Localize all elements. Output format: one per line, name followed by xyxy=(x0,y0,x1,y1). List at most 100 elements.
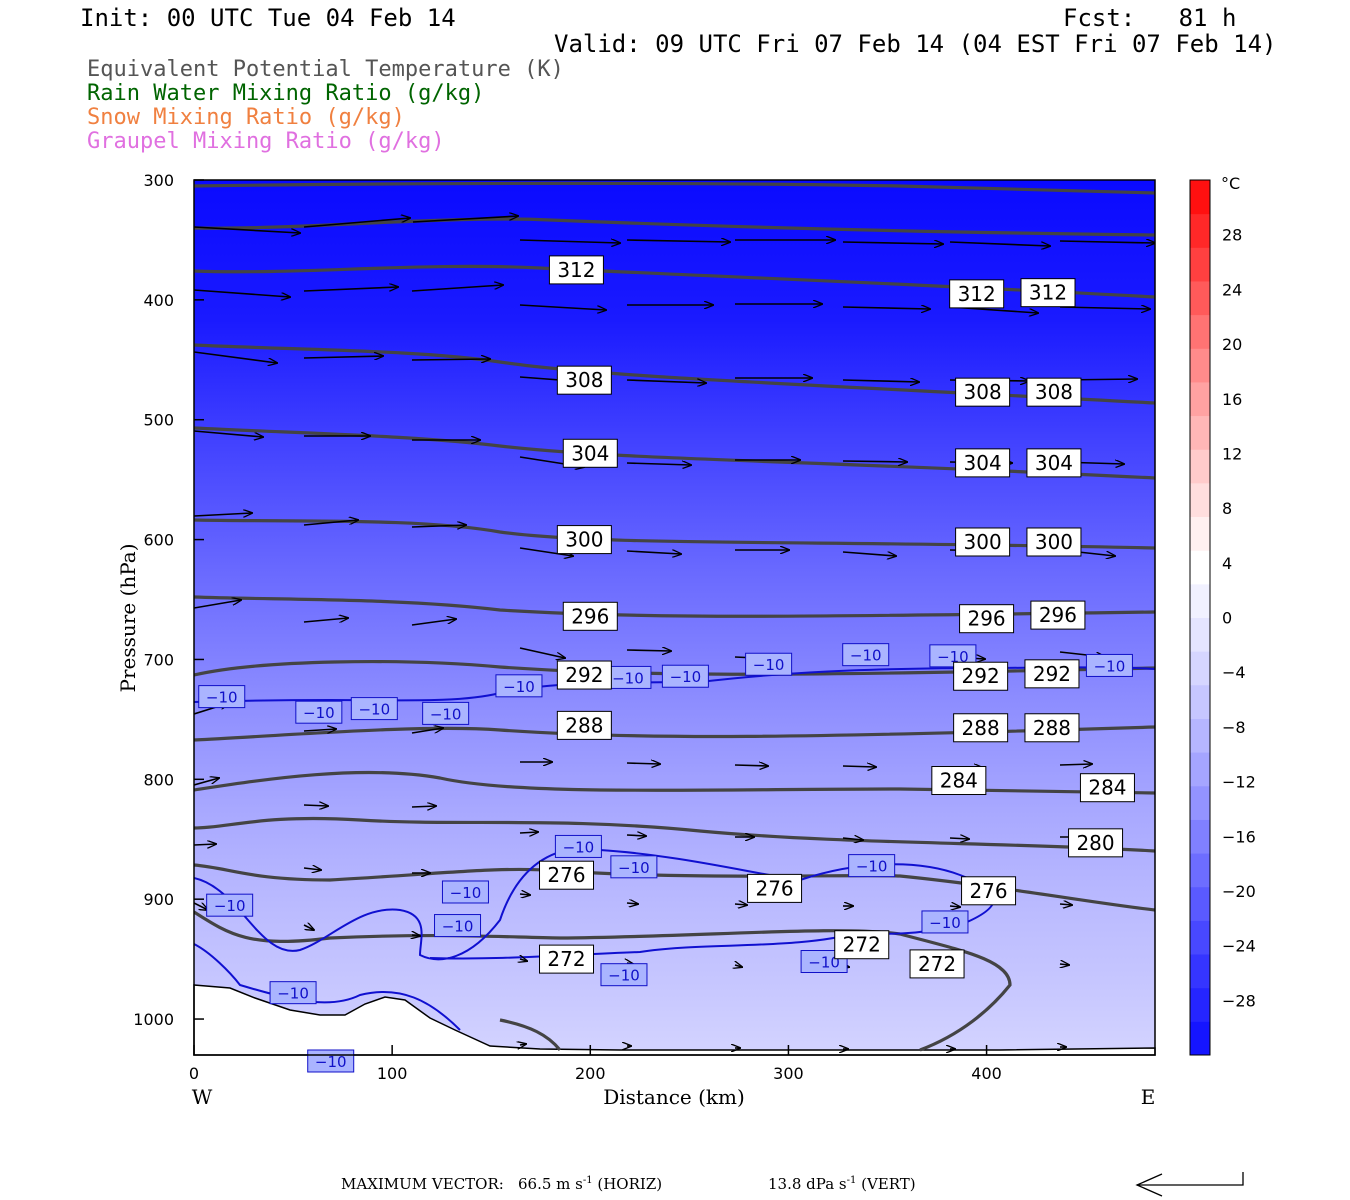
theta-e-contour xyxy=(194,816,1155,853)
theta-e-labels: 312 312 312 308 308 308 304 304 304 300 300 300 296 2… xyxy=(539,255,1135,979)
colorbar-swatch xyxy=(1190,415,1210,450)
wind-vector xyxy=(519,547,573,556)
wind-vector xyxy=(194,226,300,233)
wind-vector xyxy=(842,551,896,556)
wind-vector xyxy=(194,902,208,910)
temperature-label: −10 xyxy=(661,664,709,688)
theta-e-label: 308 xyxy=(955,377,1011,407)
valid-time: Valid: 09 UTC Fri 07 Feb 14 (04 EST Fri … xyxy=(554,30,1277,58)
terrain xyxy=(193,984,1156,1056)
colorbar-swatch xyxy=(1190,449,1210,484)
svg-text:−10: −10 xyxy=(808,954,840,972)
wind-vector xyxy=(303,356,383,358)
svg-text:−10: −10 xyxy=(856,858,888,876)
wind-vector xyxy=(303,618,348,622)
x-axis-label: Distance (km) xyxy=(603,1085,745,1109)
svg-text:−10: −10 xyxy=(937,648,969,666)
svg-text:−10: −10 xyxy=(430,705,462,723)
colorbar-tick-label: −24 xyxy=(1222,937,1256,956)
theta-e-label: 308 xyxy=(1026,377,1082,407)
colorbar-swatch xyxy=(1190,583,1210,618)
colorbar-swatch xyxy=(1190,718,1210,753)
svg-text:300: 300 xyxy=(565,528,603,552)
wind-vector xyxy=(842,307,930,309)
svg-text:−10: −10 xyxy=(315,1053,347,1071)
wind-vector xyxy=(520,1044,526,1045)
theta-e-label: 292 xyxy=(1024,659,1080,689)
x-axis-east: E xyxy=(1141,1085,1156,1109)
svg-text:−10: −10 xyxy=(612,669,644,687)
colorbar-swatch xyxy=(1190,920,1210,955)
colorbar-swatch xyxy=(1190,550,1210,585)
colorbar-swatch xyxy=(1190,213,1210,248)
svg-text:284: 284 xyxy=(940,769,978,793)
wind-vector xyxy=(303,925,314,930)
plot-frame xyxy=(193,179,1156,1056)
theta-e-label: 284 xyxy=(931,766,987,796)
theta-e-label: 276 xyxy=(539,860,595,890)
theta-e-label: 312 xyxy=(1020,278,1076,308)
wind-vector xyxy=(626,835,646,836)
theta-e-label: 292 xyxy=(556,660,612,690)
wind-vector xyxy=(519,304,606,310)
colorbar-swatch xyxy=(1190,785,1210,820)
svg-text:296: 296 xyxy=(967,607,1005,631)
legend-rain: Rain Water Mixing Ratio (g/kg) xyxy=(87,81,485,106)
colorbar-tick-label: 8 xyxy=(1222,499,1232,518)
colorbar-unit: °C xyxy=(1221,174,1240,193)
wind-vector xyxy=(303,520,358,526)
wind-vector xyxy=(519,832,538,833)
theta-e-label: 312 xyxy=(548,255,604,285)
y-tick-label: 900 xyxy=(143,890,174,909)
wind-vector xyxy=(412,935,420,936)
theta-e-label: 296 xyxy=(1030,600,1086,630)
colorbar-tick-label: 4 xyxy=(1222,554,1232,573)
x-tick-label: 0 xyxy=(189,1064,199,1083)
init-time: Init: 00 UTC Tue 04 Feb 14 xyxy=(80,4,456,32)
colorbar-swatch xyxy=(1190,684,1210,719)
max-vector-label: MAXIMUM VECTOR: xyxy=(341,1175,504,1193)
max-vector-vertical: 13.8 dPa s-1 (VERT) xyxy=(768,1175,916,1193)
wind-vector xyxy=(194,844,216,845)
colorbar-tick-label: 0 xyxy=(1222,609,1232,628)
wind-vector xyxy=(734,765,768,766)
svg-text:312: 312 xyxy=(557,258,595,282)
svg-text:296: 296 xyxy=(1039,603,1077,627)
theta-e-contour xyxy=(194,660,1155,677)
colorbar-tick-label: −20 xyxy=(1222,882,1256,901)
svg-text:−10: −10 xyxy=(753,656,785,674)
x-tick-label: 400 xyxy=(971,1064,1002,1083)
svg-text:−10: −10 xyxy=(1094,657,1126,675)
theta-e-label: 312 xyxy=(949,279,1005,309)
wind-vector xyxy=(1059,241,1155,243)
svg-text:304: 304 xyxy=(571,441,609,465)
svg-text:276: 276 xyxy=(547,863,585,887)
theta-e-label: 272 xyxy=(909,949,965,979)
x-axis-west: W xyxy=(192,1085,213,1109)
svg-text:304: 304 xyxy=(1035,451,1073,475)
wind-vector xyxy=(194,430,263,437)
wind-vector xyxy=(519,647,565,658)
colorbar-tick-label: 20 xyxy=(1222,335,1242,354)
temperature-label: −10 xyxy=(921,910,969,934)
temperature-label: −10 xyxy=(295,700,343,724)
y-tick-label: 800 xyxy=(143,770,174,789)
svg-text:288: 288 xyxy=(1033,716,1071,740)
wind-vector xyxy=(842,838,863,840)
colorbar-frame xyxy=(1189,179,1211,1056)
wind-vector xyxy=(842,380,919,382)
svg-text:308: 308 xyxy=(964,380,1002,404)
colorbar-swatch xyxy=(1190,954,1210,989)
svg-text:−10: −10 xyxy=(608,967,640,985)
wind-vector xyxy=(842,242,943,244)
temperature-label: −10 xyxy=(206,893,254,917)
colorbar-swatch xyxy=(1190,1021,1210,1056)
y-tick-label: 700 xyxy=(143,650,174,669)
wind-vector xyxy=(194,600,241,609)
svg-text:−10: −10 xyxy=(929,914,961,932)
colorbar-tick-label: −12 xyxy=(1222,773,1256,792)
svg-text:−10: −10 xyxy=(450,884,482,902)
x-tick-label: 100 xyxy=(377,1064,408,1083)
wind-vector xyxy=(626,763,660,764)
